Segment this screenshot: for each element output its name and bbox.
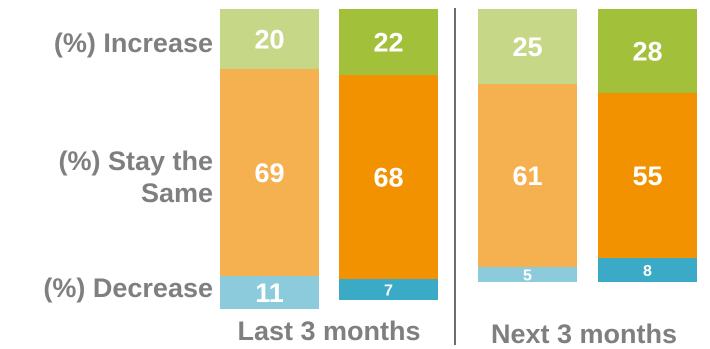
bar-4-stay-the-same-value-label: 55: [632, 161, 662, 191]
bars-layer: 20 69 11 22 68 7 25 61 5 28 55 8: [220, 9, 697, 309]
bar-1-stay-the-same-segment: [220, 69, 319, 276]
bar-4-increase-segment: [598, 9, 697, 93]
bar-2-increase-value-label: 22: [373, 28, 403, 58]
group-label-last-3-months: Last 3 months: [237, 316, 420, 346]
row-label-decrease: (%) Decrease: [43, 273, 213, 303]
bar-1-increase-segment: [220, 9, 319, 69]
row-label-stay-line2: Same: [141, 178, 213, 208]
bar-4-decrease-value-label: 8: [643, 263, 652, 280]
row-label-stay-line1: (%) Stay the: [58, 146, 213, 176]
bar-2-decrease-value-label: 7: [384, 282, 393, 299]
bar-3-stay-the-same-value-label: 61: [512, 161, 542, 191]
bar-4-decrease-segment: [598, 258, 697, 282]
bar-4-stay-the-same-segment: [598, 93, 697, 258]
group-label-next-3-months: Next 3 months: [491, 319, 677, 349]
row-label-increase: (%) Increase: [54, 28, 213, 58]
bar-2-stay-the-same-value-label: 68: [373, 163, 403, 193]
bar-1-decrease-value-label: 11: [255, 278, 284, 308]
bar-1-decrease-segment: [220, 276, 319, 309]
bar-3-decrease-value-label: 5: [523, 267, 532, 284]
bar-2-increase-segment: [339, 9, 438, 75]
bar-3-decrease-segment: [478, 267, 577, 282]
bar-3-stay-the-same-segment: [478, 84, 577, 267]
bar-1-stay-the-same-value-label: 69: [254, 158, 284, 188]
bar-3-increase-segment: [478, 9, 577, 84]
bar-2-decrease-segment: [339, 279, 438, 300]
bar-3-increase-value-label: 25: [512, 32, 542, 62]
bar-2-stay-the-same-segment: [339, 75, 438, 279]
bar-4-increase-value-label: 28: [632, 37, 662, 67]
bar-1-increase-value-label: 20: [254, 25, 284, 55]
